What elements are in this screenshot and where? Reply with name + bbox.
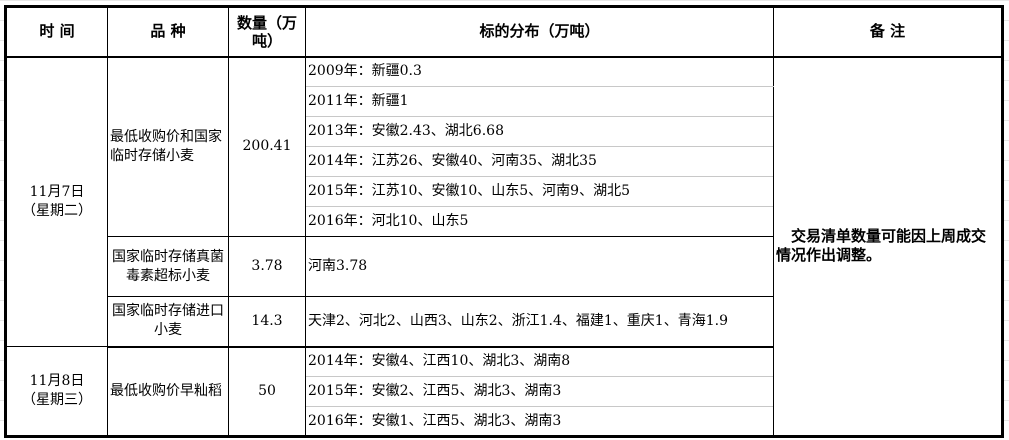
table-row: 2015年：江苏10、安徽10、山东5、河南9、湖北5 (6, 176, 1003, 207)
distribution-cell: 2015年：安徽2、江西5、湖北3、湖南3 (305, 376, 774, 407)
distribution-cell: 2013年：安徽2.43、湖北6.68 (305, 116, 774, 147)
table-row: 2013年：安徽2.43、湖北6.68 (6, 116, 1003, 147)
header-time: 时 间 (5, 6, 108, 58)
table-row: 2014年：江苏26、安徽40、河南35、湖北35 (6, 146, 1003, 177)
distribution-cell: 2014年：安徽4、江西10、湖北3、湖南8 (305, 346, 774, 377)
distribution-cell: 2014年：江苏26、安徽40、河南35、湖北35 (305, 146, 774, 177)
distribution-cell: 2009年：新疆0.3 (305, 56, 774, 87)
distribution-cell: 2016年：河北10、山东5 (305, 206, 774, 237)
distribution-cell: 2015年：江苏10、安徽10、山东5、河南9、湖北5 (305, 176, 774, 207)
table-row: 2016年：河北10、山东5 (6, 206, 1003, 237)
auction-schedule-table: 时 间 品 种 数量（万吨） 标的分布（万吨） 备 注 11月7日 （星期二） 最… (4, 5, 1004, 438)
table-row: 国家临时存储真菌毒素超标小麦 3.78 河南3.78 (6, 236, 1003, 297)
table-row: 11月7日 （星期二） 最低收购价和国家临时存储小麦 200.41 2009年：新… (5, 56, 1003, 437)
variety-cell: 国家临时存储进口小麦 (107, 296, 229, 348)
table-row: 2016年：安徽1、江西5、湖北3、湖南3 (6, 406, 1003, 437)
header-variety: 品 种 (107, 6, 229, 58)
header-quantity: 数量（万吨） (228, 6, 306, 58)
quantity-cell: 50 (228, 346, 306, 437)
date-cell: 11月7日 （星期二） (5, 56, 108, 347)
distribution-cell: 2016年：安徽1、江西5、湖北3、湖南3 (305, 406, 774, 437)
date-cell: 11月8日 （星期三） (5, 346, 108, 437)
table-row: 11月8日 （星期三） 最低收购价早籼稻 50 2014年：安徽4、江西10、湖北… (5, 346, 1003, 437)
variety-cell: 最低收购价早籼稻 (107, 346, 229, 437)
distribution-cell: 2011年：新疆1 (305, 86, 774, 117)
quantity-cell: 14.3 (228, 296, 306, 348)
table-row: 2011年：新疆1 (6, 86, 1003, 117)
distribution-cell: 河南3.78 (305, 236, 774, 297)
table-row: 国家临时存储进口小麦 14.3 天津2、河北2、山西3、山东2、浙江1.4、福建… (6, 296, 1003, 348)
quantity-cell: 3.78 (228, 236, 306, 297)
remark-cell: 交易清单数量可能因上周成交情况作出调整。 (773, 56, 1003, 437)
distribution-cell: 天津2、河北2、山西3、山东2、浙江1.4、福建1、重庆1、青海1.9 (305, 296, 774, 348)
header-remark: 备 注 (773, 6, 1003, 58)
header-row: 时 间 品 种 数量（万吨） 标的分布（万吨） 备 注 (5, 6, 1003, 58)
table-row: 2015年：安徽2、江西5、湖北3、湖南3 (6, 376, 1003, 407)
variety-cell: 最低收购价和国家临时存储小麦 (107, 56, 229, 237)
quantity-cell: 200.41 (228, 56, 306, 237)
variety-cell: 国家临时存储真菌毒素超标小麦 (107, 236, 229, 297)
header-distribution: 标的分布（万吨） (305, 6, 774, 58)
